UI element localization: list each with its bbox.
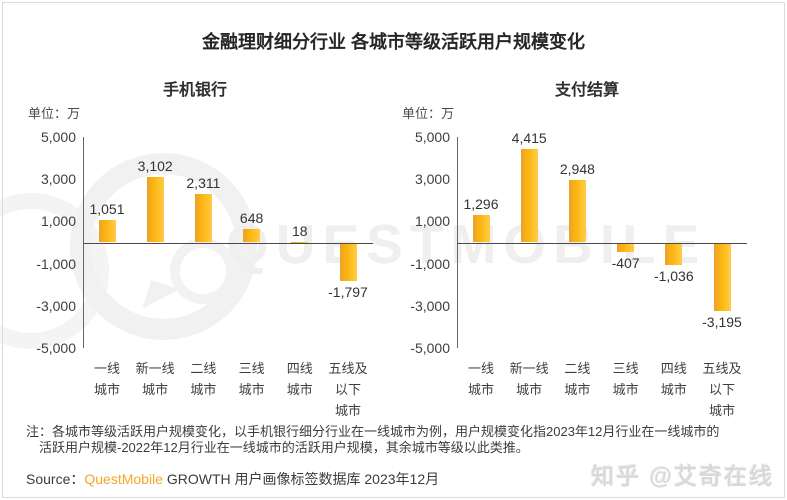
source-prefix: Source： (26, 471, 85, 487)
x-category-label: 四线 城市 (660, 361, 687, 397)
bar (520, 149, 538, 243)
bar (617, 243, 635, 253)
y-tick-label: -3,000 (36, 297, 76, 314)
unit-label: 单位：万 (402, 106, 455, 121)
bar-value-label: -1,036 (653, 268, 694, 285)
x-category-label: 四线 城市 (286, 361, 313, 397)
unit-label: 单位：万 (28, 106, 81, 121)
source-line: Source：QuestMobile GROWTH 用户画像标签数据库 2023… (26, 469, 439, 489)
bar-value-label: 4,415 (511, 130, 547, 147)
chart-mobile-banking: 手机银行 单位：万 5,000 3,000 1,000 -1,000 -3,000 -5,… (28, 76, 380, 422)
bar (568, 180, 586, 243)
y-tick-label: -5,000 (410, 340, 450, 356)
bar-value-label: 648 (239, 209, 264, 226)
y-tick-label: -3,000 (410, 297, 450, 314)
y-tick-label: 1,000 (40, 213, 76, 230)
bar (98, 220, 116, 243)
bar-value-label: 1,296 (463, 196, 499, 213)
zhihu-author-watermark: 知乎 @艾奇在线 (591, 463, 774, 489)
bar (291, 241, 309, 243)
x-category-label: 一线 城市 (93, 361, 120, 397)
x-category-label: 三线 城市 (612, 361, 639, 397)
bar-value-label: -3,195 (702, 313, 742, 330)
x-category-label: 新一线 城市 (509, 361, 549, 397)
bar-value-label: 18 (292, 222, 308, 239)
bar-value-label: 2,948 (559, 161, 595, 178)
y-tick-label: 5,000 (414, 129, 450, 145)
bar (194, 193, 212, 243)
chart-title-mobile-banking: 手机银行 (162, 82, 227, 99)
source-brand: QuestMobile (84, 471, 163, 487)
bar-value-label: -1,797 (328, 284, 368, 301)
footnote: 注：各城市等级活跃用户规模变化，以手机银行细分行业在一线城市为例，用户规模变化指… (26, 424, 760, 455)
bar (665, 243, 683, 266)
x-category-label: 五线及 以下 城市 (702, 361, 742, 418)
bar-value-label: 3,102 (137, 158, 173, 175)
bar (339, 243, 357, 282)
x-category-label: 三线 城市 (238, 361, 265, 397)
footnote-line-2: 活跃用户规模-2022年12月行业在一线城市的活跃用户规模，其余城市等级以此类推… (39, 439, 529, 455)
footnote-line-1: 注：各城市等级活跃用户规模变化，以手机银行细分行业在一线城市为例，用户规模变化指… (26, 424, 720, 439)
bar (472, 215, 490, 243)
bar (146, 177, 164, 243)
y-tick-label: -1,000 (36, 255, 76, 272)
source-suffix: GROWTH 用户画像标签数据库 2023年12月 (162, 471, 440, 487)
x-category-label: 新一线 城市 (135, 361, 175, 397)
y-tick-label: 3,000 (414, 171, 450, 188)
x-axis-zero-line (83, 242, 373, 244)
x-category-label: 一线 城市 (467, 361, 494, 397)
page-title: 金融理财细分行业 各城市等级活跃用户规模变化 (202, 32, 585, 52)
y-tick-label: -1,000 (410, 255, 450, 272)
chart-title-payment-settlement: 支付结算 (554, 82, 619, 99)
chart-payment-settlement: 支付结算 单位：万 5,000 3,000 1,000 -1,000 -3,000 -5,… (402, 76, 754, 422)
bar-value-label: 1,051 (89, 201, 125, 218)
y-tick-label: 1,000 (414, 213, 450, 230)
x-category-label: 五线及 以下 城市 (328, 361, 368, 418)
x-axis-zero-line (457, 242, 747, 244)
y-tick-label: -5,000 (36, 340, 76, 356)
y-tick-label: 5,000 (40, 129, 76, 145)
y-tick-label: 3,000 (40, 171, 76, 188)
bar (243, 228, 261, 243)
bar-value-label: -407 (611, 255, 640, 272)
x-category-label: 二线 城市 (564, 361, 591, 397)
x-category-label: 二线 城市 (190, 361, 217, 397)
bar-value-label: 2,311 (186, 174, 221, 191)
bar (713, 243, 731, 311)
